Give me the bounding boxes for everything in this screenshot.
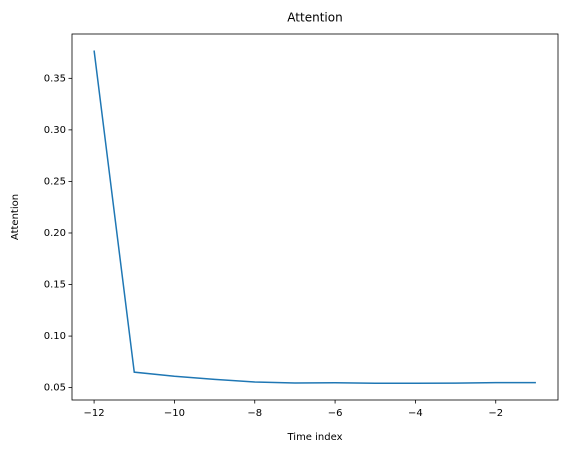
- line: [93, 50, 536, 385]
- y-tick-label: 0.05: [44, 383, 66, 394]
- y-tick-label: 0.25: [44, 176, 66, 187]
- y-tick-label: 0.30: [44, 125, 66, 136]
- x-tick-label: −6: [328, 408, 343, 419]
- y-tick-label: 0.10: [44, 331, 66, 342]
- x-tick-label: −2: [488, 408, 503, 419]
- x-tick-label: −10: [164, 408, 185, 419]
- x-tick-label: −12: [84, 408, 105, 419]
- y-tick-label: 0.20: [44, 228, 66, 239]
- plot-frame: [71, 33, 559, 401]
- chart-title: Attention: [287, 11, 342, 25]
- x-tick-label: −4: [408, 408, 423, 419]
- y-axis-label: Attention: [10, 194, 21, 240]
- y-tick-label: 0.15: [44, 280, 66, 291]
- y-tick-label: 0.35: [44, 73, 66, 84]
- x-axis-label: Time index: [286, 432, 342, 443]
- x-tick-label: −8: [247, 408, 262, 419]
